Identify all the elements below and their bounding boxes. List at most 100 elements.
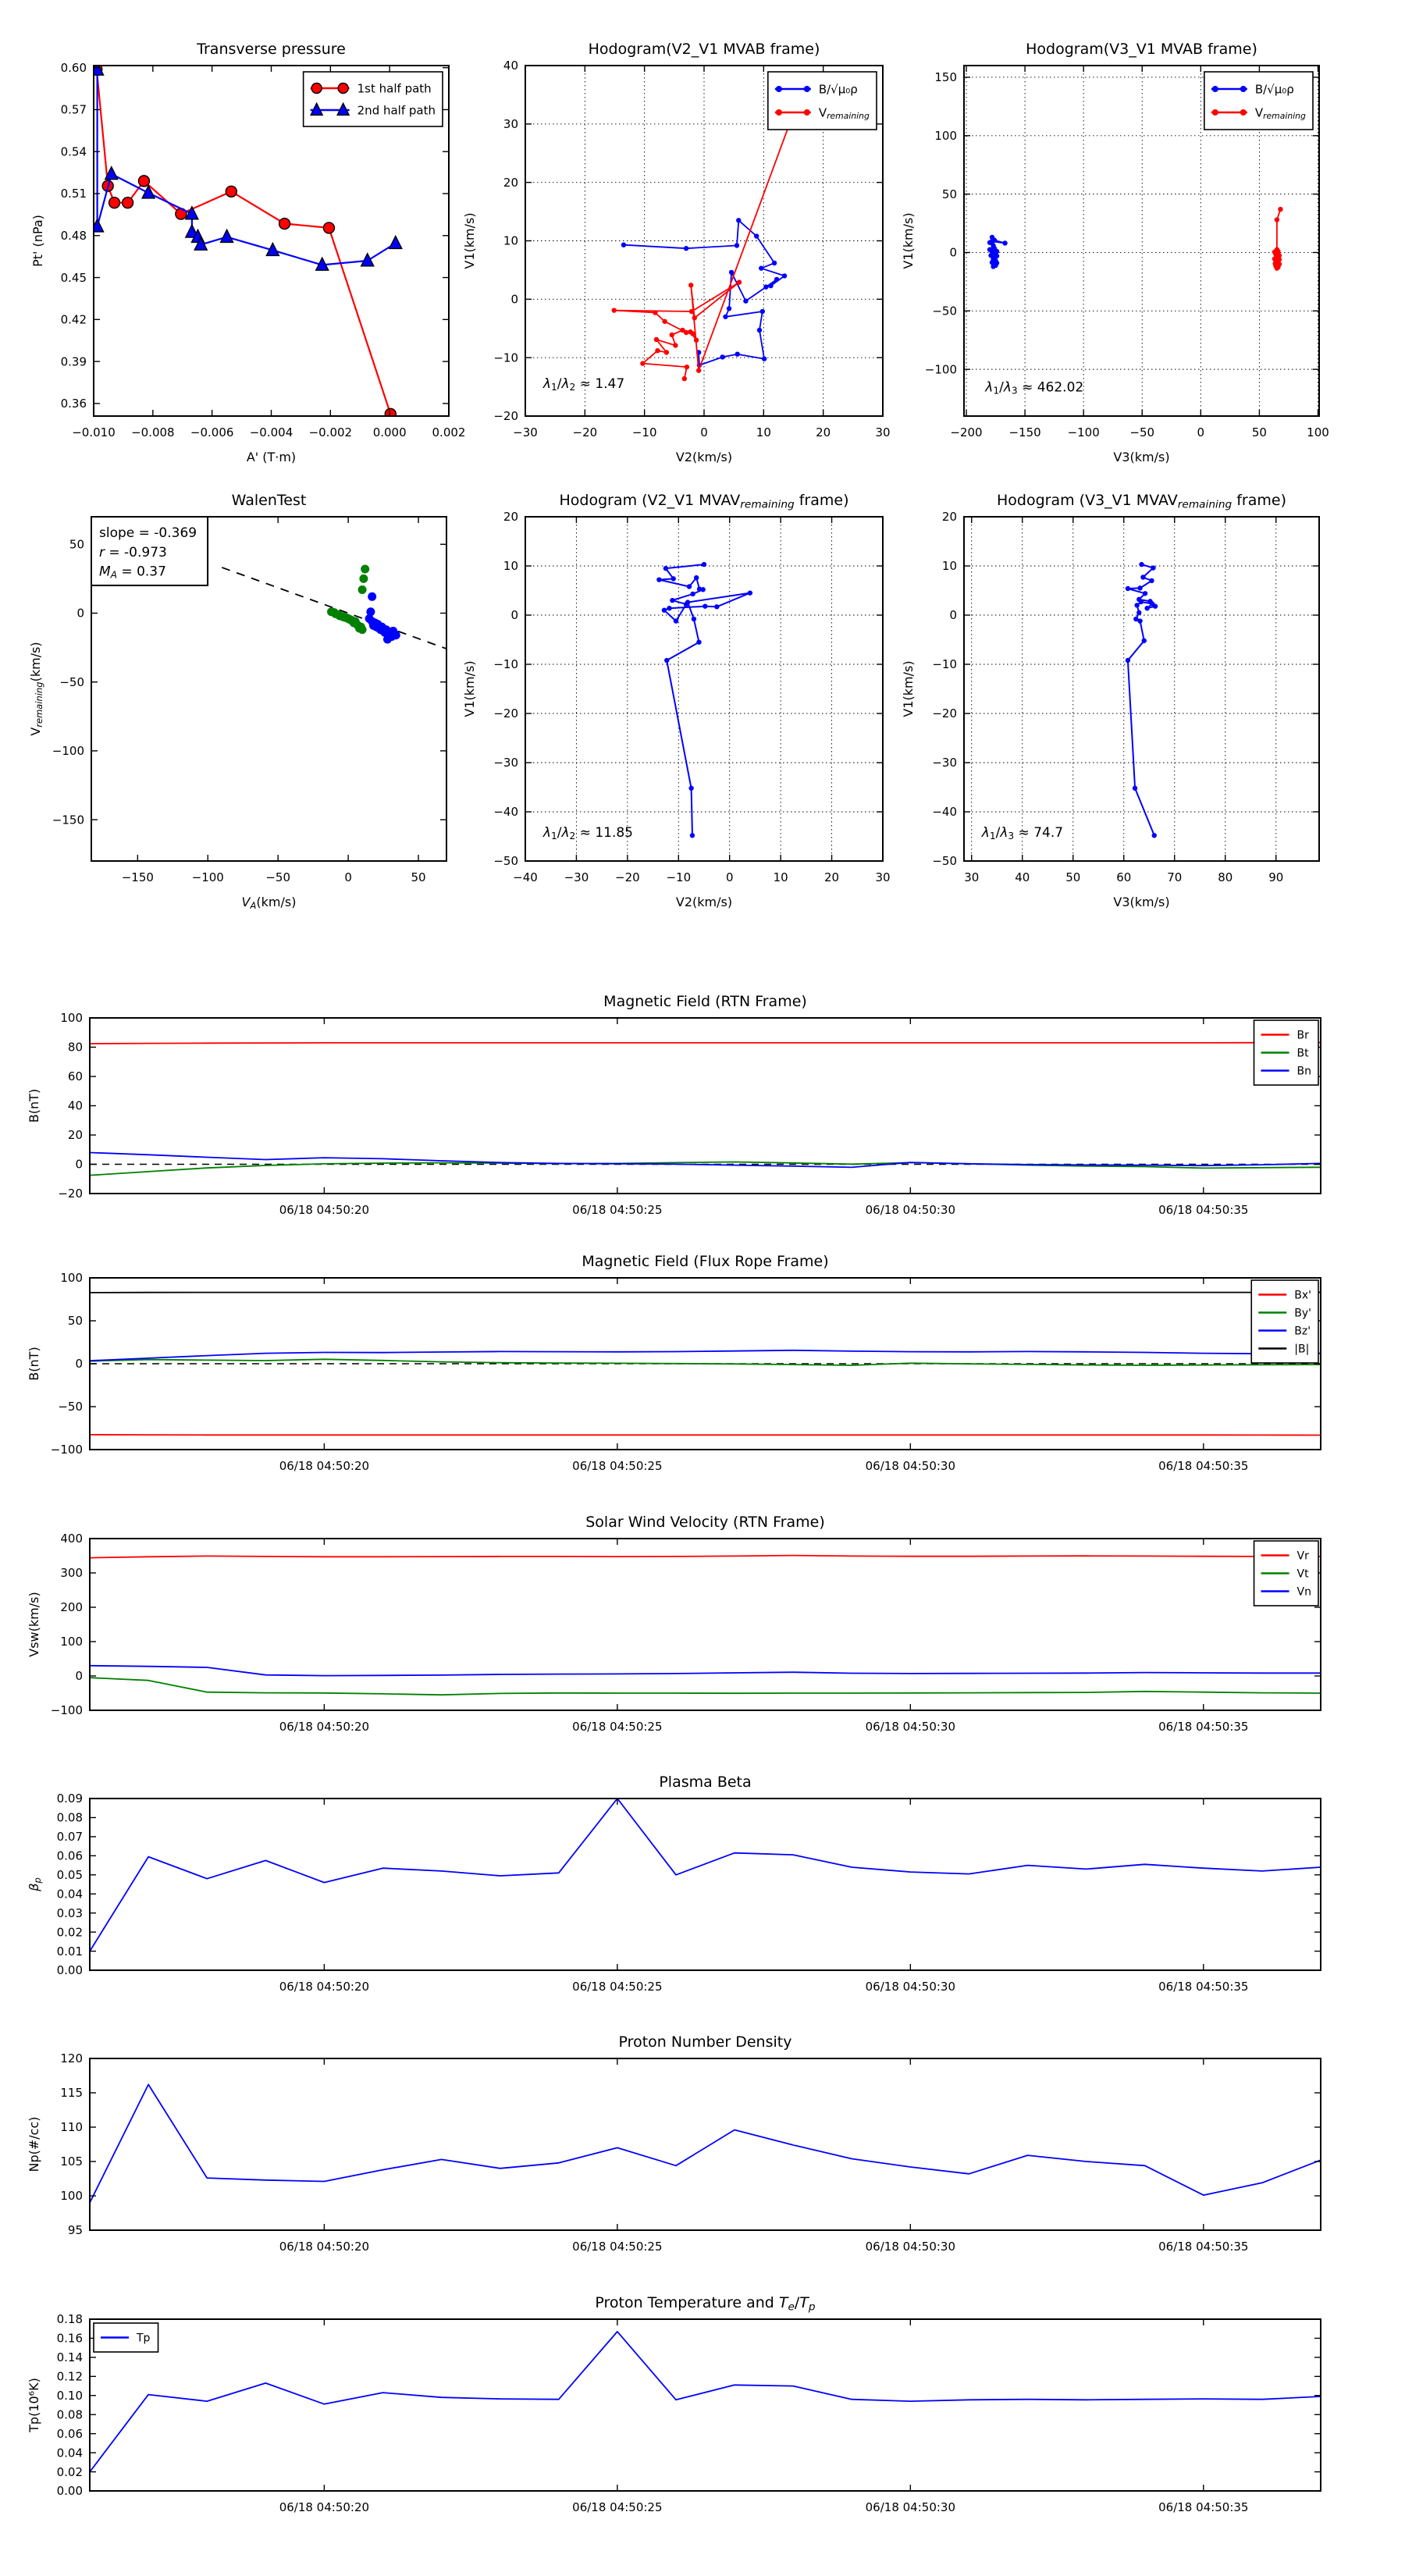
svg-text:V1(km/s): V1(km/s) bbox=[901, 660, 916, 717]
svg-text:λ1/λ2 ≈ 11.85: λ1/λ2 ≈ 11.85 bbox=[542, 825, 633, 841]
svg-text:slope = -0.369: slope = -0.369 bbox=[99, 525, 197, 541]
svg-text:20: 20 bbox=[816, 425, 831, 439]
svg-text:0: 0 bbox=[75, 1357, 83, 1371]
svg-text:−20: −20 bbox=[932, 706, 957, 720]
svg-text:06/18 04:50:30: 06/18 04:50:30 bbox=[866, 1203, 955, 1217]
svg-text:Vt: Vt bbox=[1297, 1568, 1310, 1581]
svg-text:0: 0 bbox=[726, 870, 734, 884]
svg-text:06/18 04:50:20: 06/18 04:50:20 bbox=[279, 1980, 369, 1994]
svg-text:100: 100 bbox=[1307, 425, 1329, 439]
svg-text:−100: −100 bbox=[925, 362, 957, 376]
chart-transverse-pressure: −0.010 −0.008 −0.006 −0.004 −0.002 0.000 0.002… bbox=[30, 41, 465, 464]
svg-text:40: 40 bbox=[503, 59, 518, 73]
svg-text:0.08: 0.08 bbox=[57, 2407, 83, 2421]
svg-text:60: 60 bbox=[68, 1069, 83, 1083]
chart-hodogram-v3v1-mvav: 30 40 50 60 70 80 90 −50 −40 −30 −20 −10 0 10 20 Hodogr… bbox=[901, 492, 1320, 909]
svg-text:−40: −40 bbox=[932, 805, 957, 819]
svg-text:0: 0 bbox=[344, 870, 352, 884]
svg-text:B(nT): B(nT) bbox=[27, 1089, 41, 1123]
svg-text:0: 0 bbox=[1197, 425, 1205, 439]
svg-text:06/18 04:50:30: 06/18 04:50:30 bbox=[866, 2500, 955, 2514]
svg-text:−50: −50 bbox=[58, 1400, 83, 1414]
svg-text:20: 20 bbox=[503, 176, 518, 190]
svg-text:Transverse pressure: Transverse pressure bbox=[196, 41, 346, 58]
svg-text:2nd half path: 2nd half path bbox=[357, 103, 436, 117]
svg-text:20: 20 bbox=[68, 1128, 83, 1142]
svg-text:−100: −100 bbox=[1068, 425, 1100, 439]
svg-text:−10: −10 bbox=[666, 870, 691, 884]
svg-text:06/18 04:50:35: 06/18 04:50:35 bbox=[1158, 1720, 1248, 1734]
svg-text:r = -0.973: r = -0.973 bbox=[99, 545, 167, 560]
svg-text:−10: −10 bbox=[632, 425, 657, 439]
svg-text:0: 0 bbox=[510, 293, 518, 307]
svg-text:Magnetic Field (RTN Frame): Magnetic Field (RTN Frame) bbox=[603, 993, 807, 1010]
svg-text:06/18 04:50:25: 06/18 04:50:25 bbox=[572, 2240, 662, 2254]
chart-magnetic-field-rtn: 06/18 04:50:20 06/18 04:50:25 06/18 04:50:… bbox=[27, 993, 1321, 1217]
svg-text:06/18 04:50:20: 06/18 04:50:20 bbox=[279, 2500, 369, 2514]
svg-text:100: 100 bbox=[60, 1271, 83, 1285]
svg-text:40: 40 bbox=[68, 1099, 83, 1113]
svg-text:10: 10 bbox=[503, 234, 518, 248]
svg-text:06/18 04:50:20: 06/18 04:50:20 bbox=[279, 1720, 369, 1734]
svg-text:−100: −100 bbox=[192, 870, 224, 884]
svg-text:0.54: 0.54 bbox=[61, 144, 87, 158]
svg-text:0: 0 bbox=[510, 608, 518, 622]
svg-text:10: 10 bbox=[942, 559, 957, 573]
svg-text:−50: −50 bbox=[932, 854, 957, 868]
svg-text:By': By' bbox=[1294, 1308, 1311, 1320]
svg-text:0.03: 0.03 bbox=[57, 1906, 83, 1920]
svg-text:0: 0 bbox=[75, 1669, 83, 1683]
svg-text:0.42: 0.42 bbox=[61, 313, 87, 327]
svg-text:150: 150 bbox=[934, 70, 957, 84]
svg-text:−50: −50 bbox=[1129, 425, 1154, 439]
svg-text:−20: −20 bbox=[573, 425, 598, 439]
svg-text:100: 100 bbox=[934, 129, 957, 143]
svg-text:0.04: 0.04 bbox=[57, 1887, 83, 1901]
svg-text:0.07: 0.07 bbox=[57, 1830, 83, 1844]
svg-text:60: 60 bbox=[1116, 870, 1131, 884]
svg-text:100: 100 bbox=[60, 1635, 83, 1649]
svg-text:10: 10 bbox=[774, 870, 788, 884]
svg-text:06/18 04:50:35: 06/18 04:50:35 bbox=[1158, 1203, 1248, 1217]
svg-text:06/18 04:50:30: 06/18 04:50:30 bbox=[866, 1720, 955, 1734]
svg-text:Bx': Bx' bbox=[1294, 1290, 1311, 1302]
svg-text:Vremaining: Vremaining bbox=[1255, 105, 1306, 121]
svg-text:20: 20 bbox=[503, 510, 518, 524]
svg-text:0.01: 0.01 bbox=[57, 1944, 83, 1959]
svg-text:30: 30 bbox=[875, 870, 890, 884]
svg-text:Magnetic Field (Flux Rope Fram: Magnetic Field (Flux Rope Frame) bbox=[582, 1253, 828, 1270]
svg-text:40: 40 bbox=[1015, 870, 1030, 884]
svg-text:30: 30 bbox=[875, 425, 890, 439]
svg-text:0.00: 0.00 bbox=[57, 1963, 83, 1977]
svg-text:Vn: Vn bbox=[1297, 1586, 1311, 1599]
svg-text:V2(km/s): V2(km/s) bbox=[676, 450, 732, 464]
svg-text:50: 50 bbox=[1065, 870, 1080, 884]
svg-text:06/18 04:50:25: 06/18 04:50:25 bbox=[572, 1203, 662, 1217]
svg-text:λ1/λ3 ≈ 462.02: λ1/λ3 ≈ 462.02 bbox=[984, 380, 1083, 397]
svg-text:−20: −20 bbox=[615, 870, 640, 884]
svg-text:50: 50 bbox=[942, 187, 957, 201]
svg-text:0.16: 0.16 bbox=[57, 2332, 83, 2346]
svg-text:−40: −40 bbox=[493, 805, 518, 819]
svg-text:V2(km/s): V2(km/s) bbox=[676, 895, 732, 909]
chart-hodogram-v2v1-mvab: −30 −20 −10 0 10 20 30 −20 −10 0 10 20 30 40 Hodogram(… bbox=[462, 41, 891, 464]
svg-text:20: 20 bbox=[942, 510, 957, 524]
svg-text:B/√μ₀ρ: B/√μ₀ρ bbox=[1255, 82, 1294, 96]
svg-text:−50: −50 bbox=[932, 304, 957, 318]
svg-text:100: 100 bbox=[60, 2189, 83, 2203]
svg-text:06/18 04:50:35: 06/18 04:50:35 bbox=[1158, 2500, 1248, 2514]
svg-text:0.04: 0.04 bbox=[57, 2446, 83, 2460]
svg-text:50: 50 bbox=[1252, 425, 1267, 439]
svg-text:0.000: 0.000 bbox=[373, 425, 407, 439]
svg-text:Plasma Beta: Plasma Beta bbox=[659, 1774, 751, 1791]
chart-proton-number-density: 06/18 04:50:20 06/18 04:50:25 06/18 04:50:… bbox=[27, 2033, 1321, 2254]
svg-text:90: 90 bbox=[1268, 870, 1283, 884]
svg-text:−10: −10 bbox=[493, 350, 518, 365]
svg-text:0.00: 0.00 bbox=[57, 2484, 83, 2498]
svg-text:−30: −30 bbox=[493, 756, 518, 770]
svg-text:0.45: 0.45 bbox=[61, 271, 87, 285]
svg-text:10: 10 bbox=[503, 559, 518, 573]
svg-text:06/18 04:50:20: 06/18 04:50:20 bbox=[279, 1459, 369, 1473]
svg-text:λ1/λ3 ≈ 74.7: λ1/λ3 ≈ 74.7 bbox=[981, 825, 1063, 841]
svg-text:Bz': Bz' bbox=[1294, 1325, 1311, 1338]
